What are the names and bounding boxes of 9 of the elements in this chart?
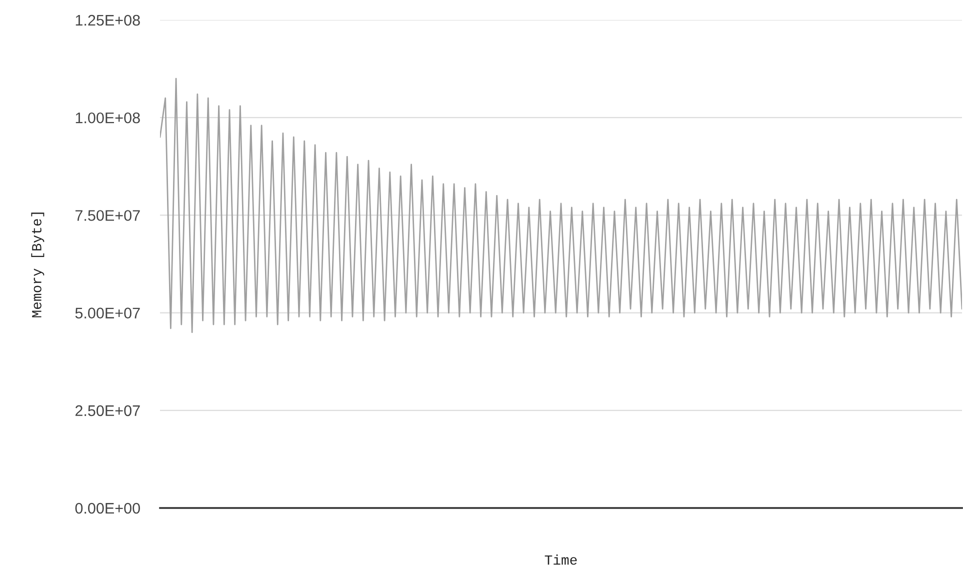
y-tick-label: 2.50E+07 [75, 405, 140, 416]
y-tick-label: 1.25E+08 [76, 14, 140, 26]
y-tick-label: 7.50E+07 [76, 210, 140, 221]
x-axis-title: Time [544, 554, 577, 565]
y-tick-label: 1.00E+08 [76, 112, 140, 124]
y-tick-label: 0.00E+00 [75, 502, 140, 514]
line-series [160, 78, 962, 334]
y-axis-title: Memory [Byte] [31, 212, 44, 318]
y-tick-label: 5.00E+07 [75, 308, 140, 318]
